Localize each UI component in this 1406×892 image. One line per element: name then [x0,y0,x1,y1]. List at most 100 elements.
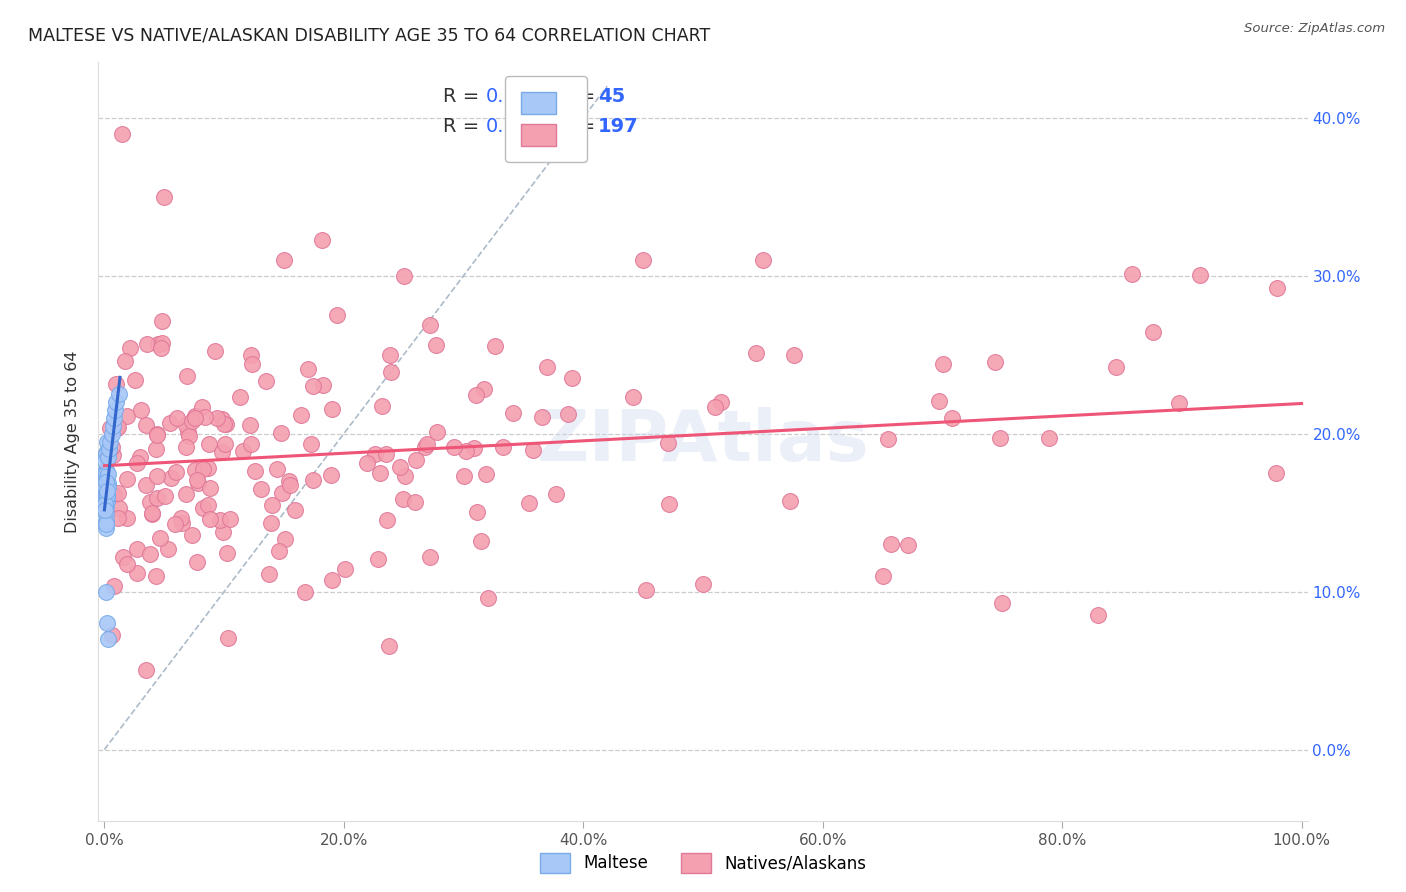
Point [321,573,343,587]
Point [1265,466,1288,480]
Point [197,499,219,513]
Text: 0.124: 0.124 [485,87,541,106]
Point [101,440,124,454]
Point [149,531,172,545]
Point [166,411,188,425]
Point [94,446,117,460]
Point [502,406,524,420]
Point [274,532,297,546]
Point [94,507,117,521]
Point [96,485,118,500]
Point [280,477,302,491]
Point [155,489,177,503]
Point [1168,396,1191,410]
Point [135,336,157,351]
Point [990,431,1012,445]
Point [96,489,118,503]
Point [621,390,644,404]
Point [97,450,120,465]
Point [94,471,117,485]
Point [96,521,118,535]
Text: N =: N = [558,87,602,106]
Point [94,480,117,494]
Point [177,425,200,439]
Point [127,566,149,580]
Point [404,495,426,509]
Point [356,456,378,470]
Point [301,437,323,451]
Point [100,421,122,435]
Point [141,506,163,520]
Point [704,400,727,414]
Point [1265,281,1288,295]
Point [149,341,172,355]
Point [380,348,402,362]
Point [94,454,117,468]
Point [97,480,120,494]
Point [165,465,187,479]
Point [96,485,118,500]
Point [190,400,212,414]
Point [115,558,138,572]
Point [1188,268,1211,283]
Point [105,377,128,392]
Point [321,402,343,417]
Point [148,337,170,351]
Point [153,190,176,204]
Point [96,467,118,481]
Point [139,495,162,509]
Text: ZIPAtlas: ZIPAtlas [537,407,869,476]
Point [484,339,506,353]
Point [181,528,204,542]
Point [744,346,766,360]
Point [97,476,120,491]
Text: R =: R = [443,87,485,106]
Text: N =: N = [558,118,602,136]
Point [877,432,900,446]
Point [419,549,441,564]
Point [470,534,492,549]
Point [94,475,117,489]
Point [416,437,439,451]
Point [107,387,129,401]
Point [94,469,117,483]
Point [897,538,920,552]
Point [367,552,389,566]
Point [273,252,295,267]
Point [194,410,217,425]
Point [146,428,169,442]
Point [191,462,214,476]
Legend: , : , [505,76,586,161]
Point [657,436,679,450]
Point [561,371,583,385]
Point [94,497,117,511]
Point [557,408,579,422]
Point [135,663,157,677]
Point [135,478,157,492]
Point [124,373,146,387]
Point [141,507,163,521]
Point [107,419,129,434]
Point [100,434,122,449]
Point [240,437,263,451]
Point [321,467,343,482]
Point [465,505,488,519]
Point [692,576,714,591]
Point [145,427,167,442]
Point [125,456,148,470]
Point [536,359,558,374]
Point [94,488,117,502]
Point [278,475,301,489]
Point [380,365,402,379]
Point [96,445,118,459]
Point [146,491,169,505]
Point [174,440,197,454]
Point [249,482,271,496]
Point [783,348,806,362]
Point [779,493,801,508]
Point [259,567,281,582]
Point [544,486,567,500]
Point [184,409,207,423]
Point [294,585,316,599]
Point [101,628,124,642]
